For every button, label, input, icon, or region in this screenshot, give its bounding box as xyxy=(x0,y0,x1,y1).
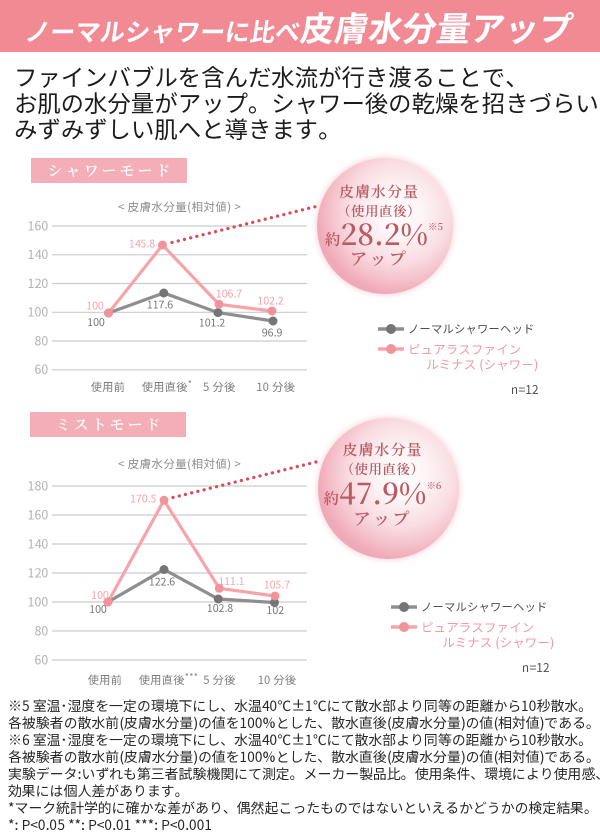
svg-text:5 分後: 5 分後 xyxy=(203,379,235,395)
svg-text:122.6: 122.6 xyxy=(149,575,175,590)
svg-text:140: 140 xyxy=(28,244,49,263)
svg-text:120: 120 xyxy=(28,562,49,581)
svg-text:80: 80 xyxy=(35,620,49,639)
svg-text:使用直後***: 使用直後*** xyxy=(139,670,198,688)
svg-text:170.5: 170.5 xyxy=(130,492,156,507)
svg-text:140: 140 xyxy=(28,533,49,552)
svg-text:96.9: 96.9 xyxy=(262,325,282,340)
svg-text:160: 160 xyxy=(28,215,49,234)
svg-text:100: 100 xyxy=(28,591,49,610)
svg-text:145.8: 145.8 xyxy=(129,236,155,251)
svg-text:< 皮膚水分量(相対値) >: < 皮膚水分量(相対値) > xyxy=(118,456,242,472)
svg-text:102.8: 102.8 xyxy=(207,601,233,616)
svg-text:102: 102 xyxy=(267,603,285,618)
svg-text:100: 100 xyxy=(28,302,49,321)
svg-text:< 皮膚水分量(相対値) >: < 皮膚水分量(相対値) > xyxy=(118,199,242,215)
svg-text:100: 100 xyxy=(91,588,108,603)
svg-text:80: 80 xyxy=(35,330,49,349)
svg-text:106.7: 106.7 xyxy=(216,287,242,302)
svg-text:180: 180 xyxy=(28,475,49,494)
svg-text:120: 120 xyxy=(28,273,49,292)
svg-text:使用前: 使用前 xyxy=(91,379,125,395)
svg-text:60: 60 xyxy=(35,649,49,668)
svg-text:100: 100 xyxy=(89,602,106,617)
svg-text:5 分後: 5 分後 xyxy=(203,672,235,688)
svg-text:102.2: 102.2 xyxy=(257,293,283,308)
svg-text:117.6: 117.6 xyxy=(147,297,173,312)
svg-text:使用直後*: 使用直後* xyxy=(142,377,192,395)
svg-text:10 分後: 10 分後 xyxy=(258,672,297,688)
svg-text:10 分後: 10 分後 xyxy=(256,379,295,395)
svg-text:101.2: 101.2 xyxy=(199,315,225,330)
svg-text:105.7: 105.7 xyxy=(264,578,290,593)
svg-text:100: 100 xyxy=(87,315,104,330)
svg-text:100: 100 xyxy=(86,298,103,313)
svg-text:111.1: 111.1 xyxy=(218,574,244,589)
svg-text:使用前: 使用前 xyxy=(88,672,122,688)
svg-text:160: 160 xyxy=(28,504,49,523)
svg-text:60: 60 xyxy=(35,359,49,378)
